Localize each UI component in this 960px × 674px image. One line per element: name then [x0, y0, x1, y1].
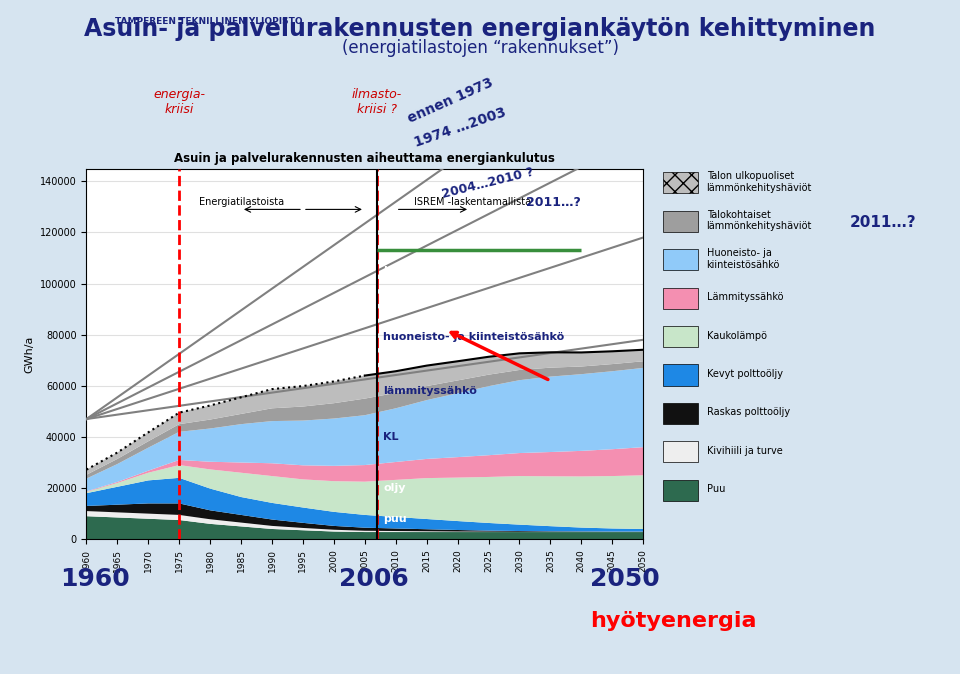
Text: energia-
kriisi: energia- kriisi	[154, 88, 205, 116]
Text: ennen 1973: ennen 1973	[405, 75, 495, 126]
Bar	[663, 480, 698, 501]
Text: häviöt: häviöt	[383, 266, 422, 276]
Text: lämmityssähkö: lämmityssähkö	[383, 386, 477, 396]
Text: 2004…2010 ?: 2004…2010 ?	[441, 165, 535, 201]
Text: Kevyt polttoöljy: Kevyt polttoöljy	[707, 369, 782, 379]
Text: 2006: 2006	[339, 568, 409, 591]
Text: Asuin- ja palvelurakennusten energiankäytön kehittyminen: Asuin- ja palvelurakennusten energiankäy…	[84, 17, 876, 41]
Text: huoneisto- ja kiinteistösähkö: huoneisto- ja kiinteistösähkö	[383, 332, 564, 342]
Bar	[663, 249, 698, 270]
Text: 1974 …2003: 1974 …2003	[412, 105, 508, 150]
Bar	[663, 326, 698, 347]
Text: Energiatilastoista: Energiatilastoista	[199, 197, 283, 207]
Text: Asuin ja palvelurakennusten aiheuttama energiankulutus: Asuin ja palvelurakennusten aiheuttama e…	[175, 152, 555, 164]
Bar	[663, 173, 698, 193]
Y-axis label: GWh/a: GWh/a	[24, 335, 35, 373]
Text: Lämmityssähkö: Lämmityssähkö	[707, 292, 783, 302]
Bar	[663, 441, 698, 462]
Text: 2050: 2050	[589, 568, 660, 591]
Text: Kivihiili ja turve: Kivihiili ja turve	[707, 446, 782, 456]
Text: puu: puu	[383, 514, 407, 524]
Text: häviöt: häviöt	[383, 288, 422, 299]
Text: (energiatilastojen “rakennukset”): (energiatilastojen “rakennukset”)	[342, 39, 618, 57]
Text: 2011…?: 2011…?	[526, 195, 581, 209]
Text: Puu: Puu	[707, 484, 725, 494]
Text: Huoneisto- ja
kiinteistösähkö: Huoneisto- ja kiinteistösähkö	[707, 248, 780, 270]
Text: 2011…?: 2011…?	[851, 215, 917, 230]
Text: Raskas polttoöljy: Raskas polttoöljy	[707, 407, 790, 417]
Text: hyötyenergia: hyötyenergia	[589, 611, 756, 631]
Text: 1960: 1960	[60, 568, 131, 591]
Text: Kaukolämpö: Kaukolämpö	[707, 330, 767, 340]
Bar	[663, 288, 698, 309]
Text: oljy: oljy	[383, 483, 406, 493]
Bar	[663, 403, 698, 424]
Text: ilmasto-
kriisi ?: ilmasto- kriisi ?	[352, 88, 402, 116]
Text: TAMPEREEN TEKNILLINEN YLIOPISTO: TAMPEREEN TEKNILLINEN YLIOPISTO	[115, 17, 302, 26]
Bar	[663, 365, 698, 386]
Text: Talon ulkopuoliset
lämmönkehityshäviöt: Talon ulkopuoliset lämmönkehityshäviöt	[707, 171, 812, 193]
Bar	[663, 211, 698, 232]
Text: KL: KL	[383, 432, 398, 442]
Text: Talokohtaiset
lämmönkehityshäviöt: Talokohtaiset lämmönkehityshäviöt	[707, 210, 812, 231]
Text: ISREM -laskentamallista: ISREM -laskentamallista	[415, 197, 532, 207]
